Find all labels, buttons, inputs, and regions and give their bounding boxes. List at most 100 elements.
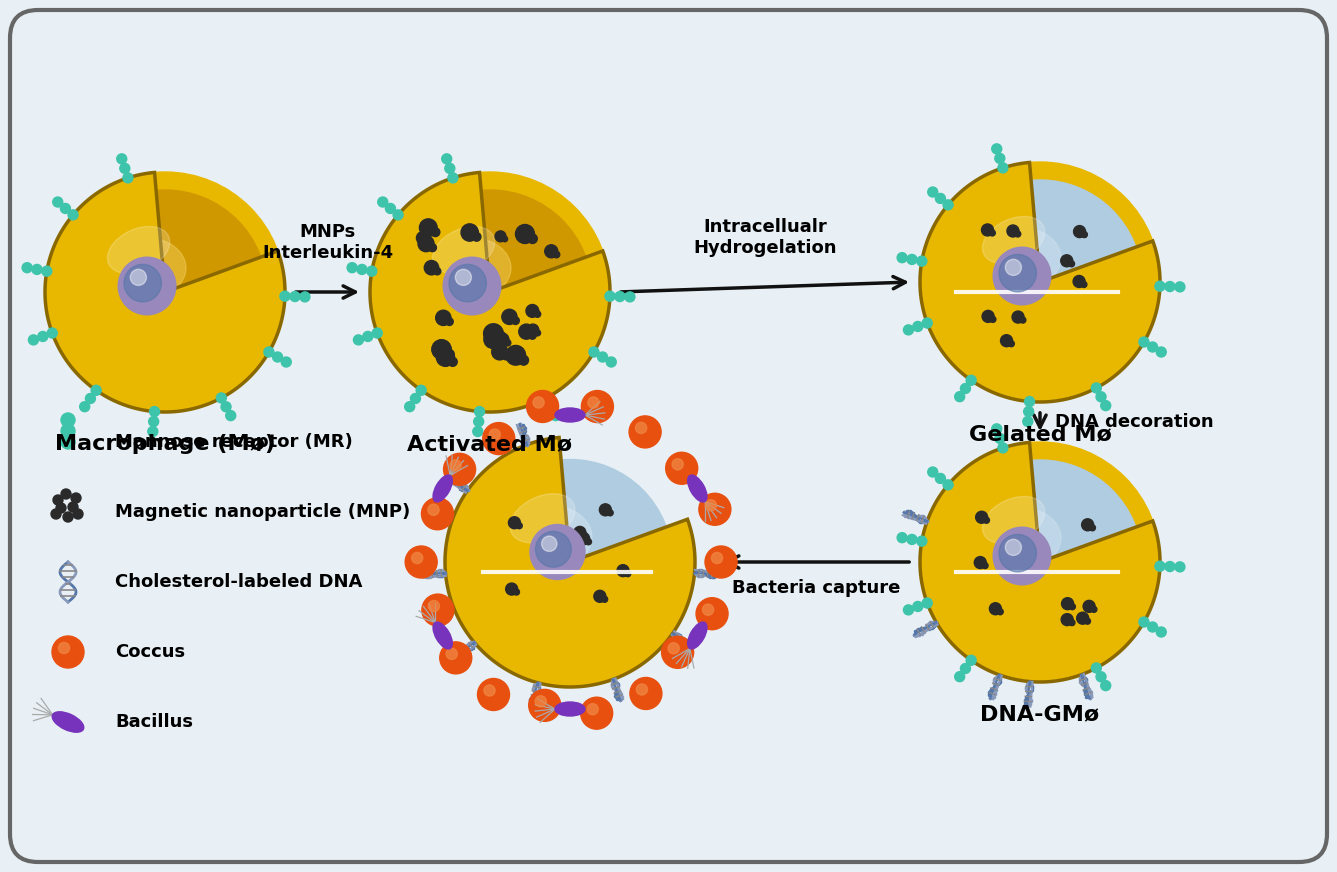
Circle shape: [636, 684, 647, 695]
Circle shape: [607, 510, 614, 516]
Circle shape: [226, 411, 235, 420]
Circle shape: [1060, 255, 1072, 267]
Circle shape: [995, 433, 1005, 443]
Circle shape: [217, 393, 226, 403]
Circle shape: [711, 552, 722, 563]
Circle shape: [501, 310, 517, 324]
Circle shape: [52, 636, 84, 668]
Circle shape: [578, 533, 590, 545]
Circle shape: [221, 402, 231, 412]
Circle shape: [993, 528, 1051, 585]
Circle shape: [410, 393, 420, 404]
Circle shape: [615, 291, 624, 302]
Circle shape: [425, 238, 431, 244]
Circle shape: [705, 546, 737, 578]
Ellipse shape: [107, 227, 170, 274]
Circle shape: [456, 269, 472, 285]
Circle shape: [62, 435, 75, 449]
Circle shape: [118, 257, 175, 315]
Circle shape: [445, 317, 453, 325]
Circle shape: [495, 231, 505, 242]
Circle shape: [913, 322, 923, 331]
Circle shape: [551, 411, 560, 420]
Circle shape: [992, 424, 1001, 434]
Circle shape: [496, 334, 507, 344]
Circle shape: [477, 678, 509, 711]
Circle shape: [662, 637, 694, 668]
Circle shape: [428, 601, 440, 611]
Circle shape: [635, 422, 647, 433]
Circle shape: [997, 443, 1008, 453]
Polygon shape: [445, 438, 695, 687]
Circle shape: [1157, 627, 1166, 637]
Circle shape: [699, 494, 731, 525]
Circle shape: [91, 385, 102, 395]
Ellipse shape: [555, 702, 586, 716]
Circle shape: [904, 605, 913, 615]
Circle shape: [405, 546, 437, 578]
Circle shape: [943, 480, 953, 490]
Circle shape: [449, 264, 487, 302]
Circle shape: [1062, 597, 1074, 610]
Circle shape: [983, 310, 995, 323]
Ellipse shape: [99, 229, 183, 295]
Circle shape: [448, 358, 457, 366]
Circle shape: [52, 197, 63, 207]
Circle shape: [421, 498, 453, 530]
Circle shape: [624, 570, 631, 576]
Circle shape: [1080, 282, 1087, 288]
Circle shape: [1062, 614, 1074, 625]
Circle shape: [904, 325, 913, 335]
Circle shape: [451, 460, 461, 471]
Circle shape: [1023, 417, 1032, 426]
Circle shape: [535, 330, 540, 336]
Circle shape: [420, 219, 437, 236]
Text: Bacillus: Bacillus: [115, 713, 193, 731]
Ellipse shape: [511, 506, 592, 569]
Circle shape: [602, 596, 607, 603]
Circle shape: [574, 527, 586, 538]
Circle shape: [1015, 231, 1020, 237]
Circle shape: [943, 200, 953, 210]
Circle shape: [616, 565, 628, 576]
Circle shape: [37, 331, 48, 342]
Circle shape: [580, 698, 612, 729]
Circle shape: [1082, 232, 1087, 237]
Circle shape: [541, 393, 551, 403]
Circle shape: [606, 357, 616, 367]
Polygon shape: [370, 173, 610, 412]
Circle shape: [484, 324, 503, 344]
Circle shape: [975, 556, 987, 569]
Circle shape: [124, 264, 162, 302]
Ellipse shape: [108, 238, 186, 298]
Circle shape: [939, 180, 1142, 384]
Circle shape: [1012, 311, 1024, 323]
Circle shape: [405, 402, 414, 412]
Circle shape: [897, 253, 906, 262]
Circle shape: [917, 536, 927, 546]
Circle shape: [516, 224, 535, 243]
Circle shape: [432, 340, 452, 359]
Circle shape: [439, 345, 452, 358]
Circle shape: [536, 531, 571, 567]
Circle shape: [604, 291, 615, 301]
Circle shape: [1020, 317, 1025, 323]
Text: Bacteria capture: Bacteria capture: [731, 579, 900, 597]
Circle shape: [983, 562, 988, 569]
Circle shape: [554, 251, 560, 258]
Circle shape: [995, 153, 1005, 163]
Circle shape: [936, 194, 945, 203]
Circle shape: [412, 552, 422, 563]
Circle shape: [630, 678, 662, 710]
Circle shape: [53, 495, 63, 505]
Circle shape: [448, 173, 457, 183]
Ellipse shape: [52, 712, 84, 732]
Text: Coccus: Coccus: [115, 643, 185, 661]
Circle shape: [906, 535, 917, 544]
Circle shape: [68, 502, 78, 512]
Circle shape: [984, 517, 989, 523]
Circle shape: [1165, 282, 1175, 291]
Circle shape: [544, 245, 558, 258]
Circle shape: [80, 402, 90, 412]
Ellipse shape: [687, 622, 707, 649]
